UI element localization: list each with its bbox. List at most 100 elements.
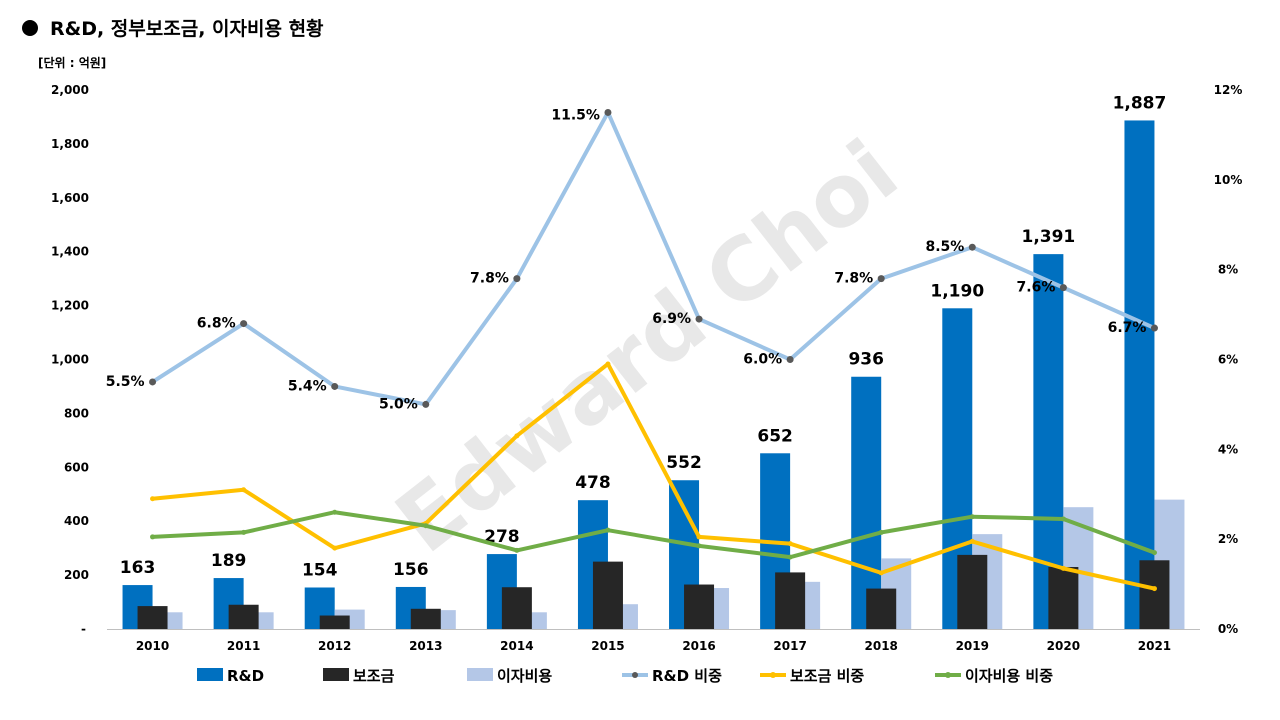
x-tick-label: 2018 bbox=[865, 639, 898, 653]
legend-marker bbox=[632, 672, 638, 678]
legend-label: 보조금 bbox=[353, 667, 395, 685]
line-point bbox=[969, 514, 975, 520]
line-value-label: 6.8% bbox=[197, 316, 236, 332]
bar-subsidy bbox=[866, 588, 897, 629]
unit-label: [단위 : 억원] bbox=[38, 56, 107, 70]
y-left-tick-label: 600 bbox=[64, 460, 89, 474]
line-value-label: 8.5% bbox=[925, 239, 964, 255]
legend-label: 보조금 비중 bbox=[790, 667, 864, 685]
line-point bbox=[968, 243, 976, 251]
line-point bbox=[1151, 586, 1157, 592]
x-tick-label: 2015 bbox=[591, 639, 624, 653]
x-tick-label: 2017 bbox=[773, 639, 806, 653]
x-tick-label: 2013 bbox=[409, 639, 442, 653]
bar-subsidy bbox=[684, 584, 715, 629]
line-point bbox=[514, 547, 520, 553]
bar-subsidy bbox=[410, 608, 441, 629]
y-right-tick-label: 0% bbox=[1218, 622, 1238, 636]
line-value-label: 11.5% bbox=[551, 107, 600, 123]
line-point bbox=[878, 529, 884, 535]
legend-marker bbox=[770, 672, 776, 678]
legend-swatch bbox=[467, 668, 493, 681]
line-point bbox=[878, 570, 884, 576]
legend-label: R&D bbox=[227, 667, 264, 685]
legend-swatch bbox=[323, 668, 349, 681]
y-left-tick-label: 200 bbox=[64, 568, 89, 582]
line-point bbox=[787, 541, 793, 547]
line-point bbox=[241, 529, 247, 535]
bar-rnd bbox=[851, 376, 882, 629]
x-tick-label: 2011 bbox=[227, 639, 260, 653]
bar-subsidy bbox=[592, 561, 623, 629]
line-value-label: 7.6% bbox=[1017, 280, 1056, 296]
bar-subsidy bbox=[319, 615, 350, 629]
y-right-tick-label: 2% bbox=[1218, 532, 1238, 546]
bar-value-label: 154 bbox=[302, 560, 338, 580]
line-point bbox=[1059, 284, 1067, 292]
line-point bbox=[150, 496, 156, 502]
bar-value-label: 156 bbox=[393, 560, 429, 580]
line-point bbox=[969, 538, 975, 544]
y-right-tick-label: 10% bbox=[1214, 173, 1243, 187]
line-value-label: 7.8% bbox=[470, 271, 509, 287]
bar-subsidy bbox=[137, 606, 168, 629]
bar-subsidy bbox=[957, 554, 988, 629]
legend-label: R&D 비중 bbox=[652, 667, 722, 685]
line-point bbox=[696, 543, 702, 549]
line-point bbox=[150, 534, 156, 540]
x-tick-label: 2014 bbox=[500, 639, 533, 653]
legend-marker bbox=[945, 672, 951, 678]
y-right-tick-label: 8% bbox=[1218, 263, 1238, 277]
y-left-tick-label: 1,000 bbox=[51, 353, 89, 367]
bar-value-label: 189 bbox=[211, 551, 247, 571]
line-point bbox=[149, 378, 157, 386]
line-point bbox=[331, 382, 339, 390]
line-point bbox=[1151, 550, 1157, 556]
x-tick-label: 2019 bbox=[956, 639, 989, 653]
line-value-label: 5.5% bbox=[106, 374, 145, 390]
bar-value-label: 163 bbox=[120, 558, 156, 578]
line-interest-ratio bbox=[152, 510, 1156, 560]
bar-subsidy bbox=[1139, 560, 1170, 629]
x-tick-label: 2010 bbox=[136, 639, 169, 653]
bar-subsidy bbox=[1048, 567, 1079, 629]
bar-value-label: 1,887 bbox=[1113, 93, 1167, 113]
line-point bbox=[696, 534, 702, 540]
x-tick-label: 2020 bbox=[1047, 639, 1080, 653]
line-point bbox=[423, 523, 429, 529]
title-row: R&D, 정부보조금, 이자비용 현황 bbox=[22, 14, 324, 41]
line-point bbox=[786, 356, 794, 363]
line-point bbox=[605, 361, 611, 367]
y-left-tick-label: 1,600 bbox=[51, 191, 89, 205]
bar-value-label: 1,391 bbox=[1021, 227, 1075, 247]
line-point bbox=[422, 400, 430, 408]
line-rnd-ratio bbox=[151, 110, 1156, 407]
line-value-label: 6.7% bbox=[1108, 320, 1147, 336]
line-value-label: 5.0% bbox=[379, 396, 418, 412]
line-point bbox=[332, 509, 338, 515]
y-left-tick-label: 2,000 bbox=[51, 83, 89, 97]
line-point bbox=[787, 554, 793, 560]
y-left-tick-label: 1,800 bbox=[51, 137, 89, 151]
line-point bbox=[332, 545, 338, 551]
line-point bbox=[1060, 516, 1066, 522]
line-point bbox=[877, 275, 885, 283]
y-left-tick-label: 1,200 bbox=[51, 299, 89, 313]
line-point bbox=[240, 320, 248, 328]
legend-swatch bbox=[197, 668, 223, 681]
line-point bbox=[513, 275, 521, 283]
line-point bbox=[1060, 565, 1066, 571]
y-right-tick-label: 6% bbox=[1218, 353, 1238, 367]
bar-subsidy bbox=[775, 572, 806, 629]
line-subsidy-ratio bbox=[152, 361, 1155, 591]
y-left-tick-label: 1,400 bbox=[51, 245, 89, 259]
line-point bbox=[241, 487, 247, 493]
watermark: Edward Choi bbox=[378, 122, 916, 573]
line-value-label: 5.4% bbox=[288, 378, 327, 394]
legend-label: 이자비용 비중 bbox=[965, 667, 1053, 685]
line-point bbox=[1150, 324, 1158, 332]
bar-value-label: 478 bbox=[575, 473, 611, 493]
line-point bbox=[604, 108, 612, 116]
x-tick-label: 2021 bbox=[1138, 639, 1171, 653]
